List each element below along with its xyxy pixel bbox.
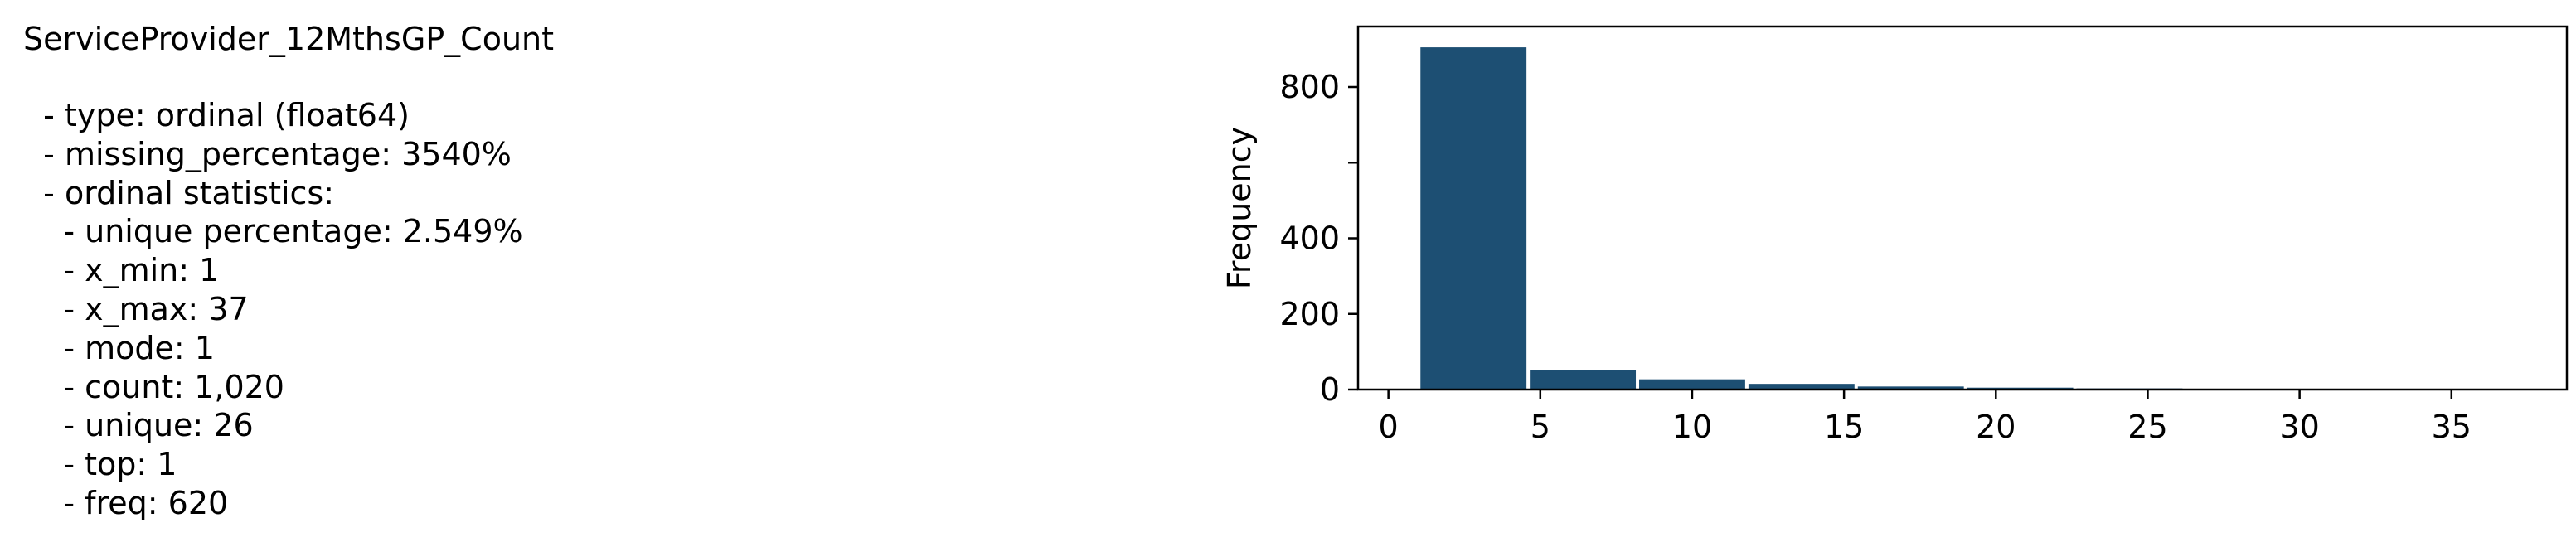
stats-line-x-max: - x_max: 37 [23, 290, 249, 327]
x-axis-ticks: 0 5 10 15 20 25 30 35 [1379, 390, 2472, 445]
stats-line-type: - type: ordinal (float64) [23, 97, 410, 133]
x-tick-label: 35 [2432, 409, 2472, 445]
stats-line-unique: - unique: 26 [23, 407, 254, 444]
histogram-bars [1420, 47, 2511, 390]
variable-name: ServiceProvider_12MthsGP_Count [23, 21, 555, 57]
stats-line-mode: - mode: 1 [23, 329, 215, 366]
y-tick-label: 800 [1279, 69, 1340, 105]
x-tick-label: 10 [1672, 409, 1712, 445]
histogram-bar-1 [1530, 370, 1637, 390]
histogram-bar-2 [1639, 379, 1745, 390]
stats-line-unique-percentage: - unique percentage: 2.549% [23, 213, 523, 250]
x-tick-label: 25 [2127, 409, 2167, 445]
stats-line-top: - top: 1 [23, 446, 177, 483]
stats-line-freq: - freq: 620 [23, 484, 229, 521]
stats-line-missing: - missing_percentage: 3540% [23, 135, 512, 172]
histogram-bar-4 [1857, 386, 1964, 390]
x-tick-label: 5 [1531, 409, 1550, 445]
x-tick-label: 20 [1976, 409, 2016, 445]
x-tick-label: 0 [1379, 409, 1399, 445]
histogram-bar-0 [1420, 47, 1527, 390]
x-tick-label: 15 [1824, 409, 1864, 445]
y-axis-label: Frequency [1221, 127, 1258, 289]
y-tick-label: 200 [1279, 296, 1340, 332]
stats-line-x-min: - x_min: 1 [23, 252, 220, 289]
y-axis-ticks: 0 200 400 800 [1279, 69, 1358, 408]
x-tick-label: 30 [2279, 409, 2319, 445]
histogram-bar-3 [1748, 384, 1855, 390]
plot-frame [1356, 25, 2569, 391]
y-tick-label: 400 [1279, 220, 1340, 257]
stats-line-ordinal-header: - ordinal statistics: [23, 174, 335, 211]
stats-line-count: - count: 1,020 [23, 368, 284, 405]
stats-list: - type: ordinal (float64) - missing_perc… [23, 96, 523, 523]
y-tick-label: 0 [1320, 371, 1340, 408]
